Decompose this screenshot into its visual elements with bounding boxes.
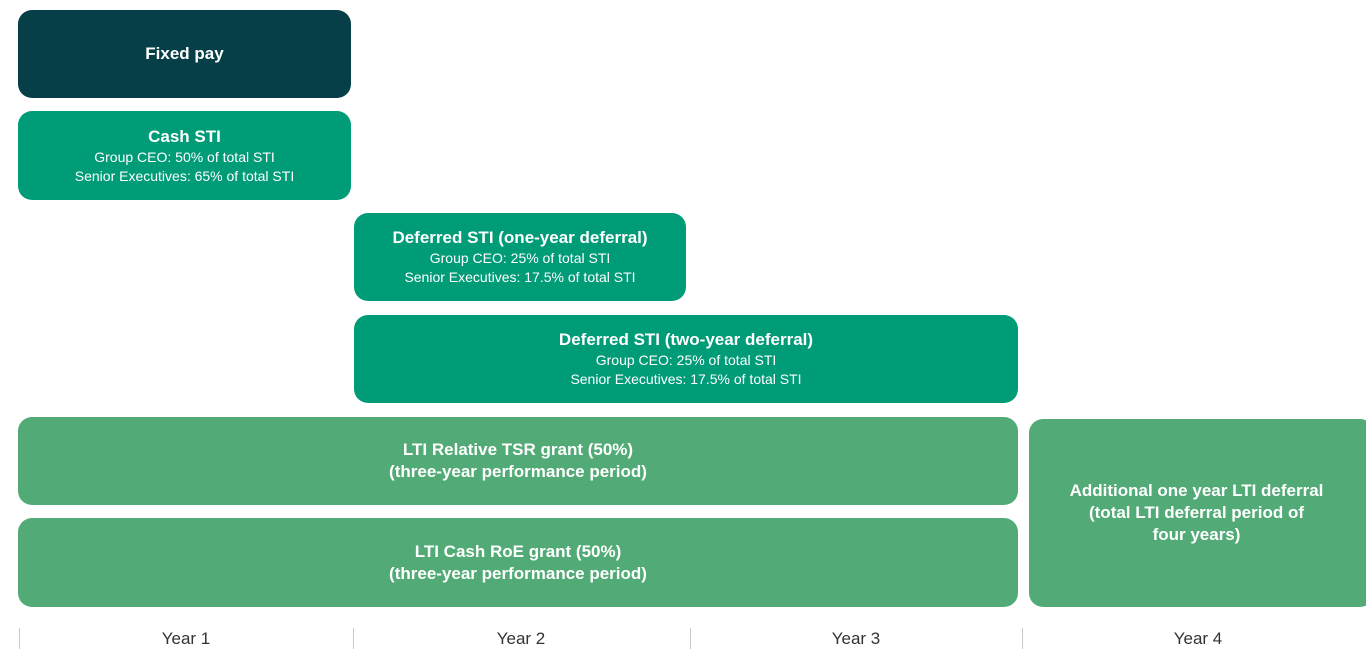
block-title: four years)	[1152, 525, 1241, 544]
pay-block: Cash STI Group CEO: 50% of total STI Senio…	[18, 111, 351, 200]
block-title: Fixed pay	[145, 44, 224, 63]
pay-block: Deferred STI (one-year deferral) Group CE…	[354, 213, 686, 301]
block-detail: Senior Executives: 17.5% of total STI	[404, 269, 636, 285]
block-title: Cash STI	[148, 126, 221, 146]
pay-block: LTI Relative TSR grant (50%) (three-year …	[18, 417, 1018, 505]
block-detail: Senior Executives: 17.5% of total STI	[570, 371, 802, 387]
pay-block: Additional one year LTI deferral (total L…	[1029, 419, 1366, 607]
year-label: Year 3	[831, 629, 881, 648]
year-label: Year 1	[161, 629, 211, 648]
year-divider	[1022, 628, 1023, 649]
block-detail: Group CEO: 50% of total STI	[94, 148, 275, 165]
block-title: Deferred STI (two-year deferral)	[558, 330, 814, 349]
block-title: Additional one year LTI deferral	[1069, 481, 1324, 500]
block-title: LTI Cash RoE grant (50%)	[414, 541, 622, 561]
block-title: (three-year performance period)	[389, 462, 647, 481]
year-divider	[19, 628, 20, 649]
year-label: Year 2	[496, 629, 546, 648]
block-title: LTI Relative TSR grant (50%)	[402, 440, 634, 459]
pay-block: LTI Cash RoE grant (50%) (three-year perf…	[18, 518, 1018, 607]
year-divider	[690, 628, 691, 649]
year-divider	[353, 628, 354, 649]
block-detail: Senior Executives: 65% of total STI	[74, 167, 295, 184]
block-detail: Group CEO: 25% of total STI	[429, 250, 611, 266]
pay-block: Deferred STI (two-year deferral) Group CE…	[354, 315, 1018, 403]
pay-block: Fixed pay	[18, 10, 351, 98]
block-title: Deferred STI (one-year deferral)	[392, 228, 648, 247]
block-detail: Group CEO: 25% of total STI	[595, 352, 777, 368]
year-label: Year 4	[1173, 629, 1223, 648]
block-title: (three-year performance period)	[389, 563, 647, 583]
block-title: (total LTI deferral period of	[1088, 503, 1305, 522]
